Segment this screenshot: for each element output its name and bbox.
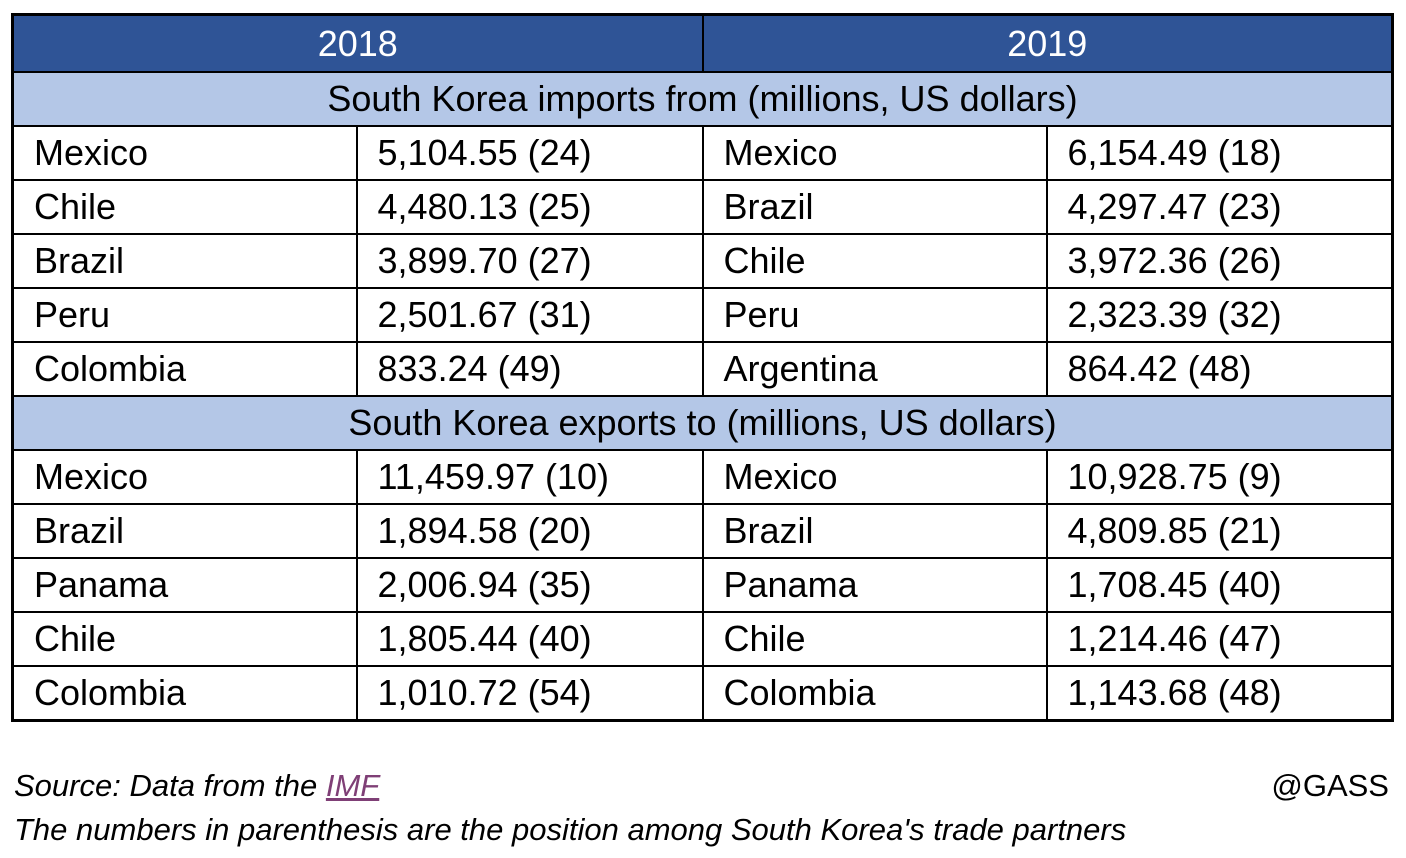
table-row: Mexico 5,104.55 (24) Mexico 6,154.49 (18) [11, 125, 1394, 181]
value-2018-cell: 2,006.94 (35) [355, 557, 704, 613]
country-2018-cell: Peru [11, 287, 358, 343]
table-row: Chile 4,480.13 (25) Brazil 4,297.47 (23) [11, 179, 1394, 235]
table-body: South Korea imports from (millions, US d… [11, 71, 1394, 722]
value-2019-cell: 4,809.85 (21) [1045, 503, 1394, 559]
country-2018-cell: Chile [11, 179, 358, 235]
country-2019-cell: Chile [701, 611, 1048, 667]
country-2019-cell: Colombia [701, 665, 1048, 722]
value-2018-cell: 1,894.58 (20) [355, 503, 704, 559]
source-note: Source: Data from the IMF [14, 766, 379, 806]
value-2019-cell: 1,214.46 (47) [1045, 611, 1394, 667]
parenthesis-note: The numbers in parenthesis are the posit… [14, 812, 1127, 847]
value-2019-cell: 3,972.36 (26) [1045, 233, 1394, 289]
imf-link[interactable]: IMF [325, 768, 380, 803]
table-row: Colombia 1,010.72 (54) Colombia 1,143.68 (4… [11, 665, 1394, 722]
value-2019-cell: 864.42 (48) [1045, 341, 1394, 397]
table-row: Panama 2,006.94 (35) Panama 1,708.45 (40) [11, 557, 1394, 613]
source-prefix: Source: Data from the [14, 768, 326, 803]
country-2018-cell: Colombia [11, 665, 358, 722]
country-2018-cell: Brazil [11, 233, 358, 289]
country-2019-cell: Brazil [701, 179, 1048, 235]
table-row: Chile 1,805.44 (40) Chile 1,214.46 (47) [11, 611, 1394, 667]
section-row: South Korea exports to (millions, US dol… [11, 395, 1394, 451]
table-row: Brazil 1,894.58 (20) Brazil 4,809.85 (21) [11, 503, 1394, 559]
value-2018-cell: 11,459.97 (10) [355, 449, 704, 505]
value-2019-cell: 1,708.45 (40) [1045, 557, 1394, 613]
section-title: South Korea exports to (millions, US dol… [11, 395, 1394, 451]
value-2018-cell: 4,480.13 (25) [355, 179, 704, 235]
country-2018-cell: Chile [11, 611, 358, 667]
trade-table: 2018 2019 South Korea imports from (mill… [11, 13, 1394, 722]
country-2019-cell: Brazil [701, 503, 1048, 559]
country-2018-cell: Mexico [11, 449, 358, 505]
country-2018-cell: Mexico [11, 125, 358, 181]
year-header-2019: 2019 [701, 13, 1394, 73]
table-row: Mexico 11,459.97 (10) Mexico 10,928.75 (9) [11, 449, 1394, 505]
country-2018-cell: Colombia [11, 341, 358, 397]
value-2019-cell: 2,323.39 (32) [1045, 287, 1394, 343]
table-row: Colombia 833.24 (49) Argentina 864.42 (48) [11, 341, 1394, 397]
country-2018-cell: Brazil [11, 503, 358, 559]
country-2019-cell: Panama [701, 557, 1048, 613]
value-2018-cell: 2,501.67 (31) [355, 287, 704, 343]
value-2019-cell: 4,297.47 (23) [1045, 179, 1394, 235]
section-title: South Korea imports from (millions, US d… [11, 71, 1394, 127]
value-2019-cell: 10,928.75 (9) [1045, 449, 1394, 505]
value-2018-cell: 5,104.55 (24) [355, 125, 704, 181]
table-row: Peru 2,501.67 (31) Peru 2,323.39 (32) [11, 287, 1394, 343]
value-2019-cell: 1,143.68 (48) [1045, 665, 1394, 722]
value-2018-cell: 3,899.70 (27) [355, 233, 704, 289]
country-2019-cell: Mexico [701, 125, 1048, 181]
section-row: South Korea imports from (millions, US d… [11, 71, 1394, 127]
country-2018-cell: Panama [11, 557, 358, 613]
year-header-2018: 2018 [11, 13, 704, 73]
credit-handle: @GASS [1271, 768, 1389, 803]
value-2018-cell: 1,805.44 (40) [355, 611, 704, 667]
country-2019-cell: Chile [701, 233, 1048, 289]
year-header-row: 2018 2019 [11, 13, 1394, 73]
country-2019-cell: Argentina [701, 341, 1048, 397]
value-2018-cell: 1,010.72 (54) [355, 665, 704, 722]
country-2019-cell: Peru [701, 287, 1048, 343]
value-2019-cell: 6,154.49 (18) [1045, 125, 1394, 181]
table-row: Brazil 3,899.70 (27) Chile 3,972.36 (26) [11, 233, 1394, 289]
country-2019-cell: Mexico [701, 449, 1048, 505]
value-2018-cell: 833.24 (49) [355, 341, 704, 397]
